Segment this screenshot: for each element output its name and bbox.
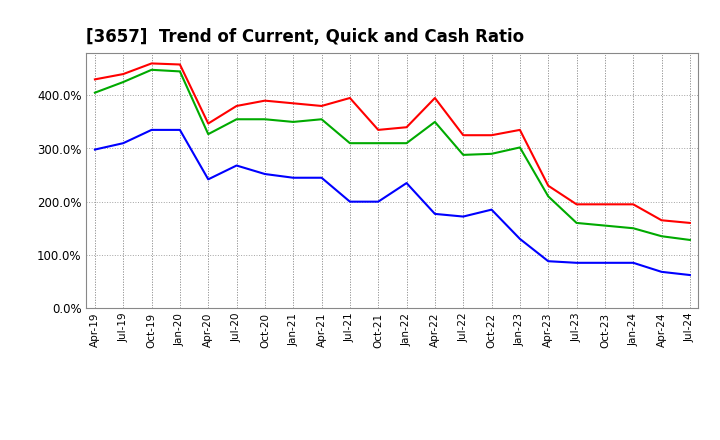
Cash Ratio bbox=[176, 127, 184, 132]
Cash Ratio bbox=[459, 214, 467, 219]
Quick Ratio bbox=[176, 69, 184, 74]
Cash Ratio bbox=[402, 180, 411, 186]
Cash Ratio bbox=[572, 260, 581, 265]
Quick Ratio bbox=[487, 151, 496, 157]
Cash Ratio bbox=[374, 199, 382, 204]
Current Ratio bbox=[516, 127, 524, 132]
Quick Ratio bbox=[346, 140, 354, 146]
Quick Ratio bbox=[148, 67, 156, 73]
Current Ratio bbox=[374, 127, 382, 132]
Current Ratio bbox=[629, 202, 637, 207]
Current Ratio bbox=[685, 220, 694, 226]
Cash Ratio bbox=[600, 260, 609, 265]
Current Ratio bbox=[402, 125, 411, 130]
Cash Ratio bbox=[431, 211, 439, 216]
Quick Ratio bbox=[318, 117, 326, 122]
Current Ratio bbox=[204, 121, 212, 126]
Current Ratio bbox=[261, 98, 269, 103]
Cash Ratio bbox=[516, 236, 524, 242]
Quick Ratio bbox=[600, 223, 609, 228]
Cash Ratio bbox=[204, 177, 212, 182]
Line: Cash Ratio: Cash Ratio bbox=[95, 130, 690, 275]
Quick Ratio bbox=[261, 117, 269, 122]
Quick Ratio bbox=[544, 194, 552, 199]
Current Ratio bbox=[289, 101, 297, 106]
Cash Ratio bbox=[289, 175, 297, 180]
Quick Ratio bbox=[431, 119, 439, 125]
Quick Ratio bbox=[629, 226, 637, 231]
Quick Ratio bbox=[516, 145, 524, 150]
Current Ratio bbox=[91, 77, 99, 82]
Quick Ratio bbox=[289, 119, 297, 125]
Text: [3657]  Trend of Current, Quick and Cash Ratio: [3657] Trend of Current, Quick and Cash … bbox=[86, 28, 525, 46]
Quick Ratio bbox=[459, 152, 467, 158]
Quick Ratio bbox=[119, 79, 127, 84]
Current Ratio bbox=[233, 103, 241, 109]
Cash Ratio bbox=[233, 163, 241, 168]
Current Ratio bbox=[346, 95, 354, 101]
Cash Ratio bbox=[346, 199, 354, 204]
Current Ratio bbox=[318, 103, 326, 109]
Current Ratio bbox=[148, 61, 156, 66]
Cash Ratio bbox=[629, 260, 637, 265]
Cash Ratio bbox=[318, 175, 326, 180]
Current Ratio bbox=[572, 202, 581, 207]
Current Ratio bbox=[459, 132, 467, 138]
Current Ratio bbox=[487, 132, 496, 138]
Quick Ratio bbox=[91, 90, 99, 95]
Quick Ratio bbox=[572, 220, 581, 226]
Line: Quick Ratio: Quick Ratio bbox=[95, 70, 690, 240]
Cash Ratio bbox=[261, 171, 269, 176]
Current Ratio bbox=[544, 183, 552, 188]
Quick Ratio bbox=[374, 140, 382, 146]
Quick Ratio bbox=[657, 234, 666, 239]
Quick Ratio bbox=[685, 237, 694, 242]
Cash Ratio bbox=[119, 140, 127, 146]
Cash Ratio bbox=[91, 147, 99, 152]
Current Ratio bbox=[176, 62, 184, 67]
Quick Ratio bbox=[233, 117, 241, 122]
Current Ratio bbox=[119, 71, 127, 77]
Current Ratio bbox=[431, 95, 439, 101]
Current Ratio bbox=[657, 218, 666, 223]
Quick Ratio bbox=[204, 132, 212, 137]
Quick Ratio bbox=[402, 140, 411, 146]
Current Ratio bbox=[600, 202, 609, 207]
Cash Ratio bbox=[544, 259, 552, 264]
Cash Ratio bbox=[148, 127, 156, 132]
Line: Current Ratio: Current Ratio bbox=[95, 63, 690, 223]
Cash Ratio bbox=[657, 269, 666, 275]
Cash Ratio bbox=[685, 272, 694, 278]
Cash Ratio bbox=[487, 207, 496, 212]
Legend: Current Ratio, Quick Ratio, Cash Ratio: Current Ratio, Quick Ratio, Cash Ratio bbox=[189, 437, 595, 440]
